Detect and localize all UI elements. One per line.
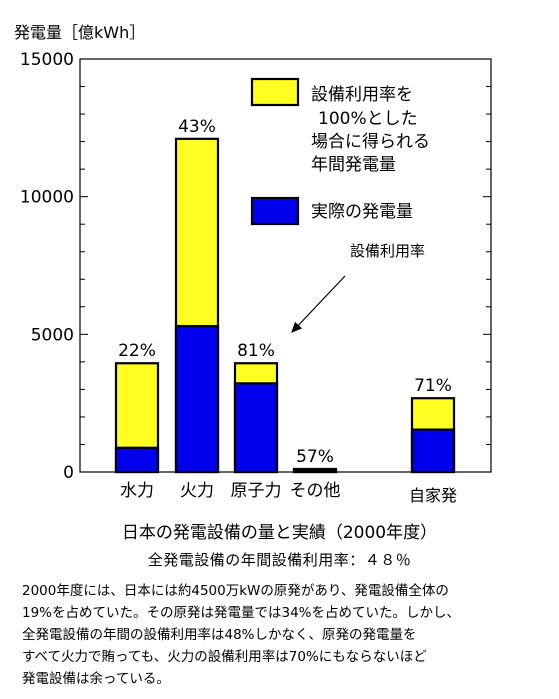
legend-label-capacity: 年間発電量 [311, 155, 396, 175]
x-tick-label: 火力 [180, 481, 214, 501]
bars [114, 137, 456, 474]
x-tick-label: 原子力 [231, 481, 282, 501]
legend-label-capacity: 場合に得られる [311, 132, 430, 152]
x-axis: 水力 火力 原子力 その他 自家発 [120, 481, 457, 505]
description-line: 発電設備は余っている。 [22, 671, 170, 687]
description-line: 19%を占めていた。その原発は発電量では34%を占めていた。しかし、 [22, 605, 461, 621]
description-text: 2000年度には、日本には約4500万kWの原発があり、発電設備全体の 19%を占… [22, 580, 552, 690]
y-axis: 0 5000 10000 15000 [20, 50, 491, 483]
plot-frame [79, 58, 492, 473]
annotation-text: 設備利用率 [350, 242, 425, 260]
bar-actual [233, 382, 279, 474]
y-tick-label: 10000 [20, 188, 74, 208]
chart-caption-title: 日本の発電設備の量と実績（2000年度） [121, 523, 438, 543]
bar-actual [410, 428, 456, 474]
data-label: 57% [296, 447, 334, 467]
bar-actual [114, 446, 160, 474]
y-tick-label: 5000 [31, 325, 74, 345]
y-tick-label: 0 [63, 463, 74, 483]
y-tick-label: 15000 [20, 50, 74, 70]
annotation-arrow [291, 275, 346, 333]
data-label: 43% [178, 117, 216, 137]
legend-swatch-actual [250, 196, 300, 226]
legend-swatch-capacity [250, 77, 300, 107]
chart-caption-subtitle: 全発電設備の年間設備利用率：４８％ [147, 551, 412, 569]
legend-label-capacity: 100%とした [318, 109, 418, 129]
x-tick-label: 自家発 [409, 486, 457, 505]
data-labels: 22% 43% 81% 57% 71% [118, 117, 452, 467]
annotation: 設備利用率 [291, 242, 425, 333]
data-label: 81% [237, 341, 275, 361]
description-line: すべて火力で賄っても、火力の設備利用率は70%にもならないほど [22, 649, 427, 665]
y-axis-label: 発電量［億kWh］ [14, 23, 145, 42]
description-line: 2000年度には、日本には約4500万kWの原発があり、発電設備全体の [22, 583, 449, 599]
x-tick-label: 水力 [120, 481, 154, 501]
x-tick-label: その他 [290, 481, 341, 501]
legend-label-actual: 実際の発電量 [311, 202, 413, 222]
data-label: 22% [118, 341, 156, 361]
description-line: 全発電設備の年間の設備利用率は48%しかなく、原発の発電量を [22, 627, 417, 643]
data-label: 71% [414, 376, 452, 396]
bar-actual [174, 324, 220, 474]
legend-label-capacity: 設備利用率を [311, 85, 413, 105]
bar-actual [292, 469, 338, 474]
chart: 発電量［億kWh］ 0 5000 10000 15000 22% 43% 81% 57% 71… [14, 23, 492, 505]
